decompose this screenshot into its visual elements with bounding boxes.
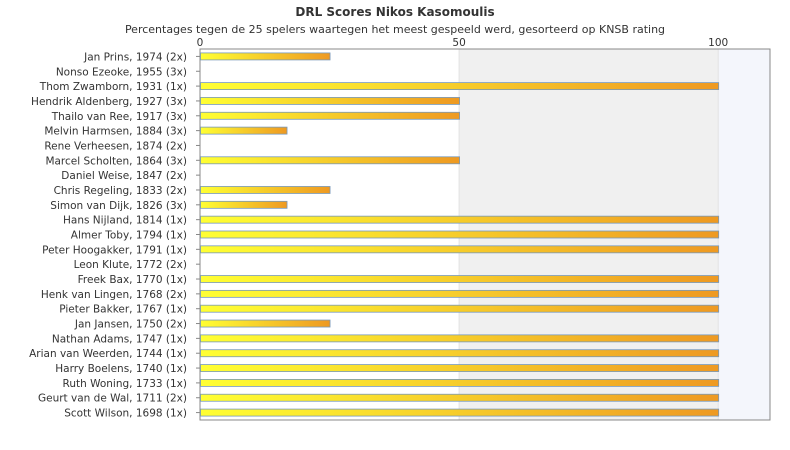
x-tick-label: 0 <box>197 37 204 49</box>
category-label: Almer Toby, 1794 (1x) <box>71 230 187 242</box>
category-label: Jan Jansen, 1750 (2x) <box>74 319 187 331</box>
bar <box>200 393 720 402</box>
category-label: Nathan Adams, 1747 (1x) <box>52 333 187 345</box>
bar <box>200 275 720 283</box>
bar <box>200 334 720 343</box>
bar <box>200 408 720 417</box>
category-label: Hendrik Aldenberg, 1927 (3x) <box>31 96 187 108</box>
plot-area: 0 50 100 Jan Prins, 1974 (2x) Nonso Ezeoke, … <box>29 37 771 421</box>
x-tick-label: 50 <box>452 37 465 49</box>
category-label: Leon Klute, 1772 (2x) <box>74 259 187 271</box>
bar <box>200 230 720 239</box>
bar <box>200 378 720 387</box>
bar <box>200 97 460 105</box>
bar <box>200 289 720 298</box>
category-label: Freek Bax, 1770 (1x) <box>78 274 187 286</box>
x-tick-label: 100 <box>708 37 728 49</box>
chart-subtitle: Percentages tegen de 25 spelers waartege… <box>125 23 665 36</box>
chart-title: DRL Scores Nikos Kasomoulis <box>295 5 494 19</box>
bar <box>200 215 720 224</box>
category-label: Henk van Lingen, 1768 (2x) <box>41 289 187 301</box>
category-label: Chris Regeling, 1833 (2x) <box>54 185 187 197</box>
bar <box>200 111 460 120</box>
bar <box>200 245 720 254</box>
category-label: Harry Boelens, 1740 (1x) <box>55 363 187 375</box>
bar <box>200 304 720 313</box>
category-label: Arian van Weerden, 1744 (1x) <box>29 348 187 360</box>
bar <box>200 319 331 328</box>
bar <box>200 52 331 61</box>
category-label: Pieter Bakker, 1767 (1x) <box>59 304 187 316</box>
category-label: Simon van Dijk, 1826 (3x) <box>50 200 187 212</box>
category-label: Nonso Ezeoke, 1955 (3x) <box>56 66 187 78</box>
category-label: Thom Zwamborn, 1931 (1x) <box>39 81 187 93</box>
category-label: Daniel Weise, 1847 (2x) <box>61 170 187 182</box>
bar <box>200 364 720 372</box>
category-label: Ruth Woning, 1733 (1x) <box>63 378 188 390</box>
category-label: Marcel Scholten, 1864 (3x) <box>45 155 187 167</box>
bar <box>200 200 288 209</box>
category-label: Geurt van de Wal, 1711 (2x) <box>38 393 187 405</box>
bar <box>200 186 331 194</box>
category-label: Thailo van Ree, 1917 (3x) <box>51 111 187 123</box>
bar <box>200 82 720 90</box>
plot-band-100-end <box>718 49 770 420</box>
category-label: Scott Wilson, 1698 (1x) <box>64 408 187 420</box>
category-label: Melvin Harmsen, 1884 (3x) <box>44 126 187 138</box>
bar <box>200 126 288 135</box>
bar <box>200 156 460 165</box>
category-label: Hans Nijland, 1814 (1x) <box>63 215 187 227</box>
category-label: Rene Verheesen, 1874 (2x) <box>44 140 187 152</box>
category-label: Jan Prins, 1974 (2x) <box>83 51 187 63</box>
category-label: Peter Hoogakker, 1791 (1x) <box>42 244 187 256</box>
bar <box>200 349 720 358</box>
